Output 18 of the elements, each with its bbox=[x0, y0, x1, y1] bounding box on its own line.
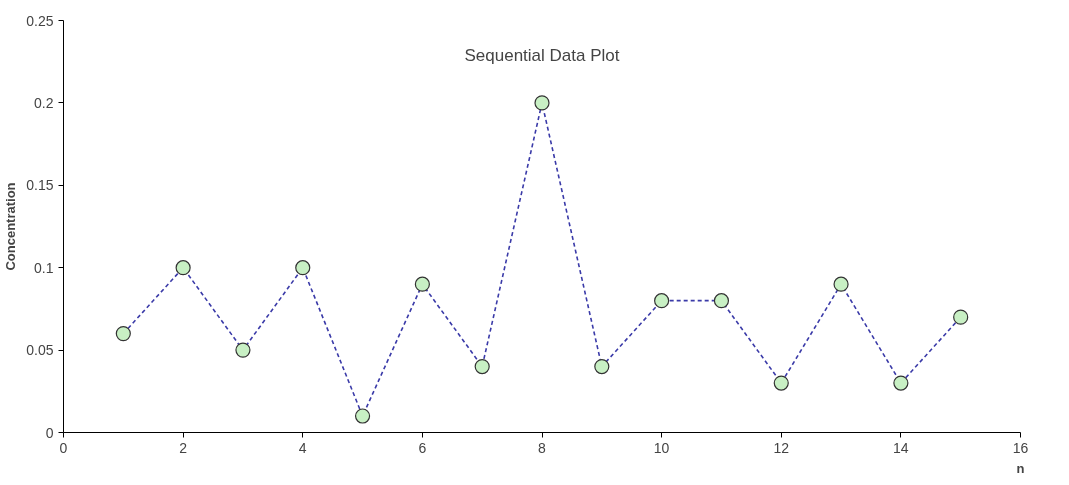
x-tick-label: 0 bbox=[59, 439, 68, 456]
x-tick-label: 4 bbox=[298, 439, 307, 456]
y-axis-title: Concentration bbox=[3, 182, 19, 271]
y-tick-label: 0 bbox=[45, 424, 54, 441]
x-tick-label: 6 bbox=[418, 439, 427, 456]
x-tick-label: 16 bbox=[1012, 439, 1029, 456]
x-tick-label: 8 bbox=[538, 439, 547, 456]
y-tick-label: 0.2 bbox=[34, 94, 54, 111]
y-tick-label: 0.05 bbox=[26, 342, 54, 359]
x-tick-label: 14 bbox=[893, 439, 909, 456]
x-axis-title: n bbox=[1016, 460, 1025, 476]
y-tick-label: 0.25 bbox=[26, 12, 54, 29]
y-tick-label: 0.15 bbox=[26, 177, 54, 194]
x-tick-label: 12 bbox=[773, 439, 790, 456]
text: Sequential Data Plot bbox=[464, 45, 620, 65]
x-tick-label: 10 bbox=[653, 439, 670, 456]
y-tick-label: 0.1 bbox=[34, 259, 54, 276]
x-tick-label: 2 bbox=[179, 439, 188, 456]
